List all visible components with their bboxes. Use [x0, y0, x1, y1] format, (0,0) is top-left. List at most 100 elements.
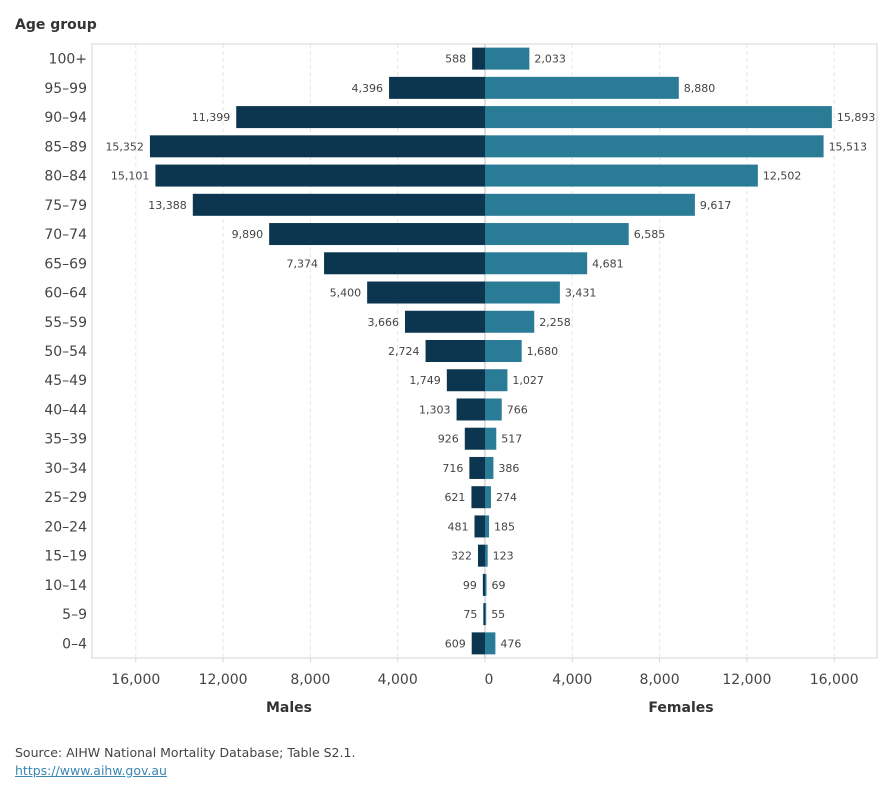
category-label: 75–79: [44, 198, 87, 214]
bar-females[interactable]: [485, 340, 522, 362]
value-label-males: 2,724: [388, 345, 420, 358]
bar-females[interactable]: [485, 456, 494, 479]
value-label-males: 1,749: [409, 374, 441, 387]
bar-females[interactable]: [485, 427, 497, 450]
value-label-males: 4,396: [352, 82, 384, 95]
bar-females[interactable]: [485, 603, 487, 626]
value-label-females: 185: [494, 520, 515, 533]
bar-females[interactable]: [485, 47, 530, 70]
value-label-females: 69: [492, 579, 506, 592]
bar-males[interactable]: [474, 515, 485, 538]
tick-labels: 16,000 12,000 8,000 4,000 0 4,000 8,000 12,000 1…: [111, 658, 859, 688]
value-label-females: 15,893: [837, 111, 876, 124]
bar-females[interactable]: [485, 515, 490, 538]
bar-females[interactable]: [485, 252, 588, 275]
bar-males[interactable]: [469, 456, 485, 479]
value-label-females: 55: [491, 608, 505, 621]
bar-females[interactable]: [485, 310, 535, 333]
value-label-females: 1,027: [512, 374, 544, 387]
category-label: 30–34: [44, 461, 87, 477]
category-label: 95–99: [44, 81, 87, 97]
bar-females[interactable]: [485, 223, 629, 246]
bar-males[interactable]: [404, 310, 485, 333]
value-label-females: 2,258: [539, 316, 571, 329]
value-label-females: 9,617: [700, 199, 732, 212]
category-label: 35–39: [44, 432, 87, 448]
value-label-females: 123: [493, 550, 514, 563]
bar-females[interactable]: [485, 164, 758, 187]
bar-females[interactable]: [485, 193, 695, 216]
bar-males[interactable]: [482, 573, 485, 596]
category-label: 70–74: [44, 227, 87, 243]
bar-males[interactable]: [471, 486, 485, 509]
tick-label-females: 8,000: [640, 672, 680, 688]
bar-females[interactable]: [485, 106, 832, 129]
bar-males[interactable]: [483, 603, 485, 626]
value-label-females: 8,880: [684, 82, 716, 95]
bar-males[interactable]: [446, 369, 485, 392]
value-labels: 588 2,033 4,396 8,880 11,399 15,893 15,352 15,5…: [105, 53, 875, 651]
tick-label-males: 12,000: [199, 672, 248, 688]
value-label-males: 5,400: [330, 287, 362, 300]
value-label-females: 6,585: [634, 228, 666, 241]
bar-females[interactable]: [485, 369, 508, 392]
category-label: 90–94: [44, 110, 87, 126]
tick-label-males: 0: [485, 672, 494, 688]
bar-males[interactable]: [149, 135, 485, 158]
category-label: 10–14: [44, 578, 87, 594]
bar-females[interactable]: [485, 281, 560, 304]
tick-label-males: 8,000: [290, 672, 330, 688]
bar-females[interactable]: [485, 76, 679, 99]
value-label-males: 322: [451, 550, 472, 563]
bar-males[interactable]: [367, 281, 485, 304]
bar-females[interactable]: [485, 544, 488, 567]
bar-males[interactable]: [456, 398, 485, 421]
category-label: 55–59: [44, 315, 87, 331]
bar-males[interactable]: [471, 632, 485, 655]
y-axis-title: Age group: [15, 17, 97, 33]
bar-males[interactable]: [472, 47, 485, 70]
value-label-females: 274: [496, 491, 517, 504]
value-label-males: 9,890: [232, 228, 264, 241]
value-label-females: 4,681: [592, 257, 624, 270]
category-labels: 100+ 95–99 90–94 85–89 80–84 75–79 70–74 65–69 6…: [44, 52, 87, 653]
source-link[interactable]: https://www.aihw.gov.au: [15, 763, 167, 778]
bar-females[interactable]: [485, 573, 487, 596]
bar-females[interactable]: [485, 486, 491, 509]
category-label: 20–24: [44, 519, 87, 535]
value-label-males: 75: [463, 608, 477, 621]
footer: Source: AIHW National Mortality Database…: [15, 744, 355, 780]
value-label-males: 13,388: [148, 199, 187, 212]
category-label: 50–54: [44, 344, 87, 360]
tick-label-females: 12,000: [722, 672, 771, 688]
bars: [149, 47, 832, 655]
category-label: 60–64: [44, 286, 87, 302]
value-label-males: 15,101: [111, 170, 150, 183]
bar-males[interactable]: [389, 76, 485, 99]
category-label: 85–89: [44, 139, 87, 155]
value-label-males: 621: [444, 491, 465, 504]
tick-label-females: 16,000: [810, 672, 859, 688]
category-label: 40–44: [44, 402, 87, 418]
bar-females[interactable]: [485, 135, 824, 158]
category-label: 100+: [49, 52, 87, 68]
bar-males[interactable]: [477, 544, 485, 567]
category-label: 25–29: [44, 490, 87, 506]
value-label-females: 766: [507, 403, 528, 416]
bar-males[interactable]: [192, 193, 486, 216]
tick-label-males: 4,000: [378, 672, 418, 688]
category-label: 65–69: [44, 256, 87, 272]
bar-males[interactable]: [236, 106, 485, 129]
value-label-males: 481: [448, 520, 469, 533]
bar-males[interactable]: [324, 252, 485, 275]
value-label-males: 926: [438, 433, 459, 446]
category-label: 45–49: [44, 373, 87, 389]
bar-males[interactable]: [269, 223, 485, 246]
bar-females[interactable]: [485, 632, 496, 655]
tick-label-females: 4,000: [552, 672, 592, 688]
bar-males[interactable]: [464, 427, 485, 450]
bar-males[interactable]: [155, 164, 486, 187]
bar-females[interactable]: [485, 398, 502, 421]
bar-males[interactable]: [425, 340, 485, 362]
value-label-males: 1,303: [419, 403, 451, 416]
